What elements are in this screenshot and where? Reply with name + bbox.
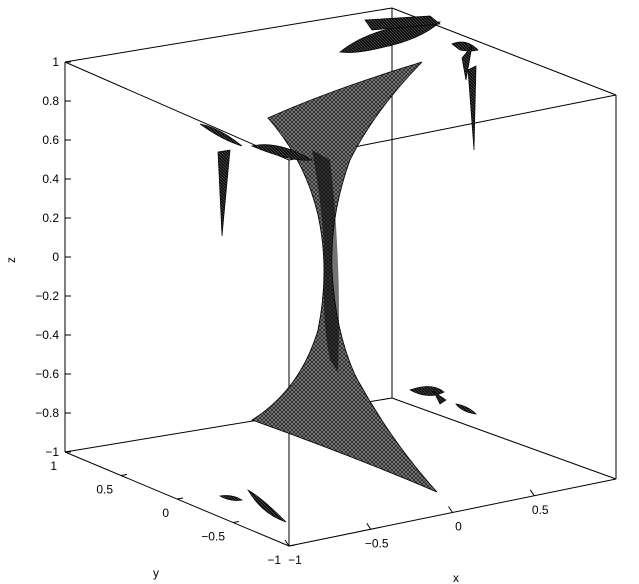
z-tick-label: −0.8 <box>35 406 59 420</box>
y-tick-mark <box>176 497 184 500</box>
x-tick-mark <box>448 506 453 513</box>
x-tick-mark <box>529 489 535 497</box>
x-tick-label: 0 <box>455 520 462 534</box>
projection-fragments <box>199 15 479 523</box>
z-tick-label: 0.8 <box>42 94 59 108</box>
x-axis-label: x <box>453 571 459 584</box>
x-tick-label: −1 <box>288 553 302 567</box>
y-axis-label: y <box>153 566 159 580</box>
y-tick-mark <box>232 521 240 523</box>
y-tick-label: −1 <box>267 553 281 567</box>
z-tick-label: 0.2 <box>42 211 59 225</box>
y-tick-mark <box>120 474 128 476</box>
y-tick-label: 0.5 <box>96 483 113 497</box>
x-tick-label: 0.5 <box>532 503 549 517</box>
z-axis-label: z <box>4 257 18 263</box>
z-tick-label: 1 <box>52 55 59 69</box>
y-tick-mark <box>288 544 296 547</box>
y-tick-label: 1 <box>50 459 57 473</box>
axis-ticks: 10.80.60.40.20−0.2−0.4−0.6−0.8−110.50−0.… <box>35 55 549 567</box>
y-tick-label: −0.5 <box>201 530 225 544</box>
z-tick-label: −0.2 <box>35 289 59 303</box>
z-tick-label: −0.4 <box>35 328 59 342</box>
y-tick-label: 0 <box>162 506 169 520</box>
x-tick-label: −0.5 <box>365 536 389 550</box>
z-tick-label: −0.6 <box>35 367 59 381</box>
y-tick-mark <box>64 450 72 453</box>
z-tick-label: 0.6 <box>42 133 59 147</box>
z-tick-label: 0 <box>52 250 59 264</box>
z-tick-label: 0.4 <box>42 172 59 186</box>
x-tick-mark <box>366 522 372 530</box>
x-tick-mark <box>284 539 290 547</box>
z-tick-label: −1 <box>45 445 59 459</box>
surface-sheet <box>251 61 438 493</box>
